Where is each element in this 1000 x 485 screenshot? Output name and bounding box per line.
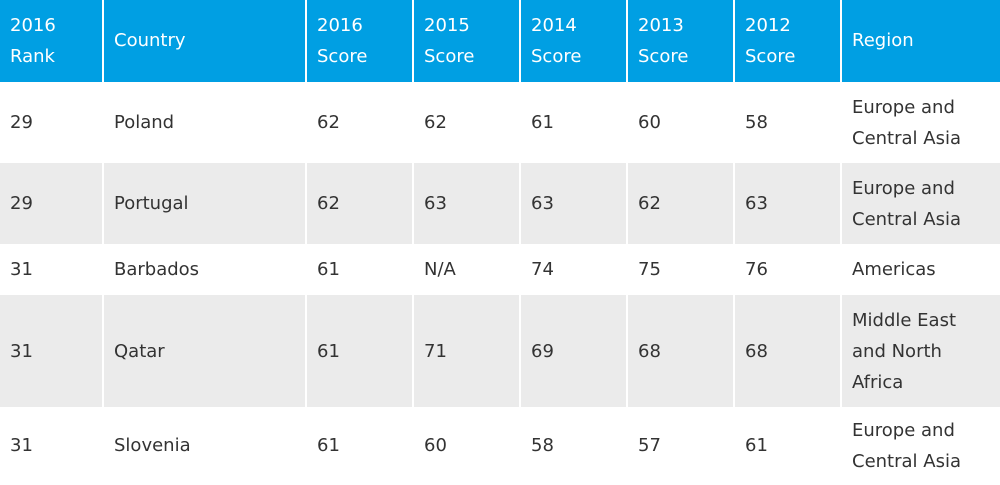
cell-2015-score: 71	[412, 295, 521, 407]
cell-2015-score: 60	[412, 407, 521, 484]
header-2016-score: 2016 Score	[305, 0, 414, 83]
table-row: 31 Slovenia 61 60 58 57 61 Europe and Cen…	[0, 407, 1000, 484]
cell-rank: 29	[0, 82, 104, 163]
cell-2012-score: 76	[733, 244, 842, 295]
cell-2014-score: 61	[519, 82, 628, 163]
table-row: 31 Barbados 61 N/A 74 75 76 Americas	[0, 244, 1000, 295]
cell-country: Qatar	[102, 295, 307, 407]
cell-rank: 29	[0, 163, 104, 244]
cell-2016-score: 62	[305, 82, 414, 163]
table-header: 2016 Rank Country 2016 Score 2015 Score 201…	[0, 0, 1000, 83]
cell-region: Middle East and North Africa	[840, 295, 1000, 407]
cell-rank: 31	[0, 244, 104, 295]
header-2014-score: 2014 Score	[519, 0, 628, 83]
header-2012-score: 2012 Score	[733, 0, 842, 83]
cell-2013-score: 62	[626, 163, 735, 244]
cell-region: Americas	[840, 244, 1000, 295]
cell-2012-score: 63	[733, 163, 842, 244]
cell-country: Barbados	[102, 244, 307, 295]
cell-region: Europe and Central Asia	[840, 163, 1000, 244]
cell-2014-score: 63	[519, 163, 628, 244]
cell-2012-score: 58	[733, 82, 842, 163]
cell-2016-score: 62	[305, 163, 414, 244]
cell-country: Portugal	[102, 163, 307, 244]
cell-2013-score: 68	[626, 295, 735, 407]
cell-2015-score: 62	[412, 82, 521, 163]
table-row: 31 Qatar 61 71 69 68 68 Middle East and N…	[0, 295, 1000, 407]
cell-2016-score: 61	[305, 244, 414, 295]
cell-country: Poland	[102, 82, 307, 163]
header-2013-score: 2013 Score	[626, 0, 735, 83]
cell-region: Europe and Central Asia	[840, 407, 1000, 484]
cell-2015-score: N/A	[412, 244, 521, 295]
cell-2013-score: 75	[626, 244, 735, 295]
header-region: Region	[840, 0, 1000, 83]
table-row: 29 Portugal 62 63 63 62 63 Europe and Cen…	[0, 163, 1000, 244]
header-rank: 2016 Rank	[0, 0, 104, 83]
cell-rank: 31	[0, 407, 104, 484]
cell-2014-score: 74	[519, 244, 628, 295]
cell-2015-score: 63	[412, 163, 521, 244]
cell-2014-score: 69	[519, 295, 628, 407]
cell-2014-score: 58	[519, 407, 628, 484]
cell-2013-score: 60	[626, 82, 735, 163]
table-row: 29 Poland 62 62 61 60 58 Europe and Centr…	[0, 82, 1000, 163]
header-row: 2016 Rank Country 2016 Score 2015 Score 201…	[0, 0, 1000, 83]
cell-2013-score: 57	[626, 407, 735, 484]
cell-2016-score: 61	[305, 407, 414, 484]
header-country: Country	[102, 0, 307, 83]
cell-2012-score: 61	[733, 407, 842, 484]
cell-2016-score: 61	[305, 295, 414, 407]
cell-region: Europe and Central Asia	[840, 82, 1000, 163]
cell-country: Slovenia	[102, 407, 307, 484]
cell-2012-score: 68	[733, 295, 842, 407]
table-body: 29 Poland 62 62 61 60 58 Europe and Centr…	[0, 82, 1000, 484]
header-2015-score: 2015 Score	[412, 0, 521, 83]
cell-rank: 31	[0, 295, 104, 407]
